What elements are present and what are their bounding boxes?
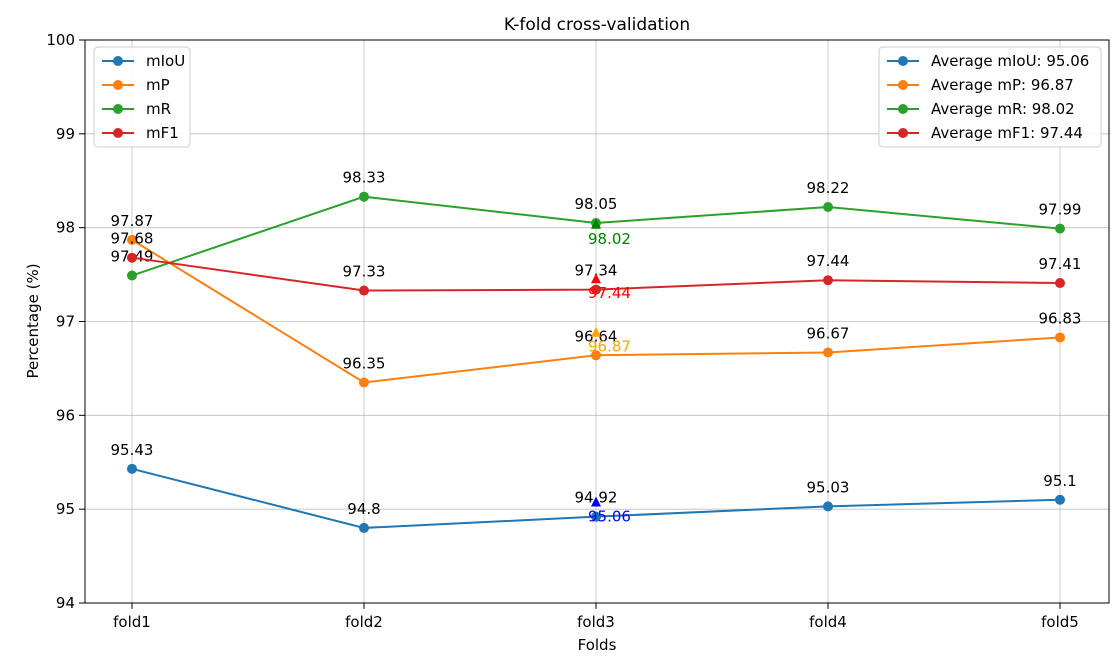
data-label: 96.67 xyxy=(807,324,850,342)
y-tick-label: 100 xyxy=(46,31,75,49)
data-label: 95.03 xyxy=(807,478,850,496)
legend-marker xyxy=(898,56,908,66)
y-tick-label: 98 xyxy=(56,219,75,237)
data-label: 98.05 xyxy=(575,195,618,213)
data-point xyxy=(127,252,137,263)
data-point xyxy=(823,501,833,512)
average-marker xyxy=(591,273,601,284)
x-tick-label: fold2 xyxy=(345,613,383,631)
data-point xyxy=(823,202,833,213)
average-marker xyxy=(591,326,601,337)
average-label: 96.87 xyxy=(588,338,631,356)
legend-label: mIoU xyxy=(146,52,185,70)
legend-label: mF1 xyxy=(146,124,179,142)
data-label: 95.1 xyxy=(1043,472,1076,490)
average-label: 95.06 xyxy=(588,508,631,526)
data-label: 97.44 xyxy=(807,252,850,270)
data-label: 94.8 xyxy=(347,500,380,518)
x-axis-label: Folds xyxy=(578,636,617,654)
data-point xyxy=(591,284,601,295)
y-tick-label: 99 xyxy=(56,125,75,143)
data-label: 96.83 xyxy=(1039,309,1082,327)
data-label: 97.87 xyxy=(111,212,154,230)
data-point xyxy=(359,377,369,388)
legend-series: mIoU mP mR mF1 xyxy=(93,46,191,148)
legend-label: Average mIoU: 95.06 xyxy=(931,52,1089,70)
x-tick-label: fold1 xyxy=(113,613,151,631)
chart-title: K-fold cross-validation xyxy=(504,15,690,35)
data-label: 98.33 xyxy=(343,169,386,187)
y-tick-label: 96 xyxy=(56,406,75,424)
y-axis-label: Percentage (%) xyxy=(24,263,42,378)
data-point xyxy=(823,347,833,358)
data-point xyxy=(127,463,137,474)
data-point xyxy=(359,522,369,533)
x-tick-label: fold4 xyxy=(809,613,847,631)
series-mF1: 97.68 97.33 97.34 97.44 97.41 xyxy=(111,230,1082,296)
data-label: 97.99 xyxy=(1039,201,1082,219)
x-tick-label: fold3 xyxy=(577,613,615,631)
legend-marker xyxy=(113,56,123,66)
legend-marker xyxy=(113,128,123,138)
average-marker xyxy=(591,496,601,507)
series-group: 95.4394.894.9295.0395.197.8796.3596.6496… xyxy=(111,169,1082,533)
legend-label: Average mR: 98.02 xyxy=(931,100,1075,118)
legend-label: mR xyxy=(146,100,171,118)
legend-marker xyxy=(898,104,908,114)
y-tick-label: 97 xyxy=(56,313,75,331)
data-label: 97.68 xyxy=(111,230,154,248)
data-point xyxy=(1055,494,1065,505)
data-point xyxy=(1055,278,1065,289)
x-tick-label: fold5 xyxy=(1041,613,1079,631)
legend-label: Average mP: 96.87 xyxy=(931,76,1074,94)
average-label: 98.02 xyxy=(588,230,631,248)
data-label: 95.43 xyxy=(111,441,154,459)
legend-box xyxy=(93,46,191,148)
legend-marker xyxy=(113,104,123,114)
data-label: 97.33 xyxy=(343,263,386,281)
legend-marker xyxy=(898,80,908,90)
legend-label: Average mF1: 97.44 xyxy=(931,124,1083,142)
legend-marker xyxy=(898,128,908,138)
data-point xyxy=(591,511,601,522)
y-tick-label: 94 xyxy=(56,594,75,612)
data-point xyxy=(823,275,833,286)
data-label: 97.41 xyxy=(1039,255,1082,273)
axes: 94 95 96 97 98 99 100 fold1 fold2 fold3 fold4 fold5 xyxy=(46,31,1110,631)
data-point xyxy=(127,270,137,281)
legend-averages: Average mIoU: 95.06 Average mP: 96.87 Aver… xyxy=(878,46,1102,148)
plot-frame xyxy=(84,39,1110,604)
legend-box xyxy=(878,46,1102,148)
average-markers: 95.06 96.87 98.02 97.44 xyxy=(588,218,631,526)
legend-label: mP xyxy=(146,76,170,94)
data-point xyxy=(359,285,369,296)
average-label: 97.44 xyxy=(588,284,631,302)
data-label: 96.35 xyxy=(343,354,386,372)
data-point xyxy=(1055,332,1065,343)
data-point xyxy=(591,350,601,361)
data-point xyxy=(359,191,369,202)
data-point xyxy=(1055,223,1065,234)
y-tick-label: 95 xyxy=(56,500,75,518)
legend-marker xyxy=(113,80,123,90)
data-label: 97.34 xyxy=(575,262,618,280)
data-label: 98.22 xyxy=(807,179,850,197)
average-marker xyxy=(591,218,601,229)
data-point xyxy=(127,234,137,245)
